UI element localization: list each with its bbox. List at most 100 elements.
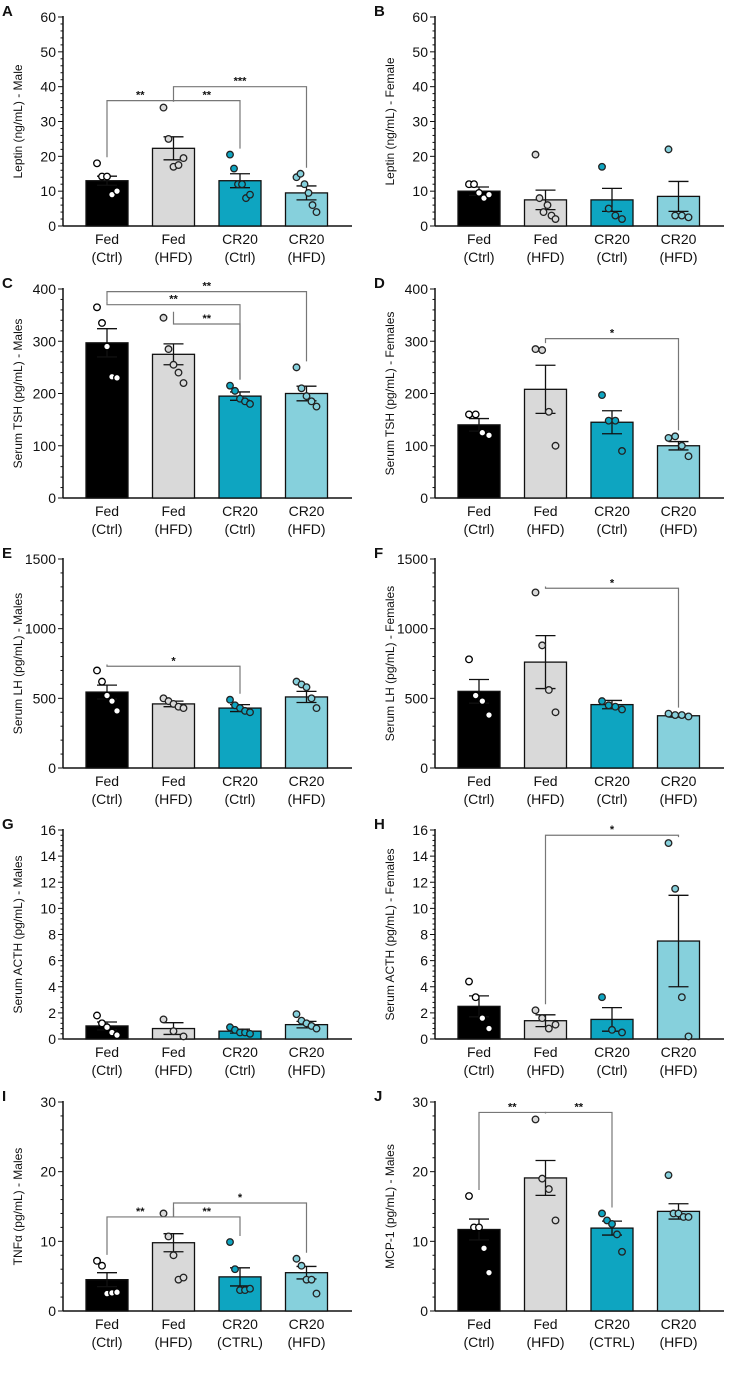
y-axis-label: Serum ACTH (pg/mL) - Males: [11, 855, 25, 1013]
bar: [656, 715, 701, 769]
category-label: CR20: [594, 1316, 630, 1332]
significance-bracket: [544, 834, 680, 1005]
data-point: [544, 1024, 553, 1033]
category-label: (HFD): [526, 791, 564, 807]
category-label: CR20: [661, 503, 697, 519]
category-label: CR20: [594, 231, 630, 247]
category-label: CR20: [289, 503, 325, 519]
y-tick-label: 10: [40, 183, 56, 199]
data-point: [677, 441, 686, 450]
bar: [85, 342, 129, 499]
category-label: Fed: [95, 503, 119, 519]
data-point: [611, 416, 620, 425]
data-point: [164, 345, 173, 354]
category-label: (Ctrl): [91, 249, 122, 265]
panel-G: G Serum ACTH (pg/mL) - Males 0 2 4 6 8 10 12 14 16…: [0, 813, 372, 1088]
significance-label: **: [202, 313, 211, 325]
data-point: [292, 363, 301, 372]
category-label: (CTRL): [589, 1334, 635, 1350]
bar: [151, 353, 196, 499]
panel-label: J: [374, 1088, 382, 1105]
data-point: [297, 1261, 306, 1270]
y-tick-label: 30: [40, 1094, 56, 1110]
data-point: [226, 150, 234, 159]
bar: [656, 1210, 701, 1312]
data-point: [103, 691, 111, 700]
data-point: [471, 410, 480, 419]
bar: [85, 691, 129, 769]
y-tick-label: 200: [33, 386, 57, 402]
y-tick-label: 400: [33, 281, 57, 297]
data-point: [531, 1115, 540, 1124]
data-point: [551, 1216, 560, 1225]
category-label: (HFD): [287, 521, 325, 537]
panel-label: F: [374, 545, 383, 562]
data-point: [538, 641, 547, 650]
data-point: [544, 1185, 553, 1194]
y-tick-label: 20: [412, 1164, 428, 1180]
y-tick-label: 14: [40, 848, 56, 864]
y-tick-label: 4: [420, 979, 428, 995]
category-label: Fed: [161, 503, 185, 519]
category-label: Fed: [467, 1044, 491, 1060]
y-tick-label: 16: [412, 822, 428, 838]
category-label: (Ctrl): [91, 521, 122, 537]
significance-label: **: [202, 281, 211, 293]
category-label: (HFD): [526, 249, 564, 265]
data-point: [113, 1288, 121, 1297]
data-point: [475, 188, 483, 197]
y-tick-label: 40: [40, 79, 56, 95]
category-label: (HFD): [154, 521, 192, 537]
significance-bracket: [544, 586, 680, 708]
y-tick-label: 10: [412, 900, 428, 916]
category-label: Fed: [161, 1316, 185, 1332]
data-point: [465, 1192, 473, 1200]
data-point: [93, 666, 101, 675]
category-label: CR20: [222, 1044, 258, 1060]
data-point: [159, 103, 168, 112]
data-point: [485, 1024, 493, 1033]
category-label: CR20: [222, 231, 258, 247]
data-point: [113, 706, 121, 715]
data-point: [671, 884, 680, 893]
significance-label: **: [136, 90, 145, 102]
category-label: Fed: [161, 773, 185, 789]
category-label: CR20: [594, 503, 630, 519]
y-axis-label: TNFα (pg/mL) - Males: [11, 1148, 25, 1266]
data-point: [93, 159, 101, 168]
data-point: [304, 188, 313, 197]
bar: [85, 180, 129, 227]
y-tick-label: 0: [48, 490, 56, 506]
chart-G: G Serum ACTH (pg/mL) - Males 0 2 4 6 8 10 12 14 16…: [2, 816, 352, 1078]
data-point: [98, 1019, 106, 1028]
y-tick-label: 0: [420, 760, 428, 776]
data-point: [179, 1273, 188, 1282]
data-point: [169, 1251, 178, 1260]
bar: [590, 421, 634, 499]
data-point: [246, 1284, 254, 1293]
panel-label: I: [2, 1088, 6, 1105]
significance-bracket: [544, 1111, 613, 1208]
y-tick-label: 400: [405, 281, 429, 297]
category-label: CR20: [661, 1316, 697, 1332]
y-tick-label: 6: [420, 953, 428, 969]
category-label: Fed: [533, 503, 557, 519]
bar: [457, 190, 501, 227]
category-label: CR20: [661, 773, 697, 789]
significance-label: **: [508, 1101, 517, 1113]
y-tick-label: 20: [40, 148, 56, 164]
bar: [523, 1177, 568, 1312]
data-point: [312, 1024, 321, 1033]
data-point: [93, 303, 101, 312]
y-tick-label: 60: [40, 9, 56, 25]
data-point: [231, 386, 239, 395]
data-point: [671, 432, 680, 441]
data-point: [544, 686, 553, 694]
data-point: [664, 839, 673, 848]
category-label: (HFD): [287, 1062, 325, 1078]
data-point: [664, 145, 673, 154]
category-label: CR20: [222, 1316, 258, 1332]
data-point: [296, 169, 305, 178]
bar: [590, 703, 634, 769]
category-label: Fed: [95, 1316, 119, 1332]
